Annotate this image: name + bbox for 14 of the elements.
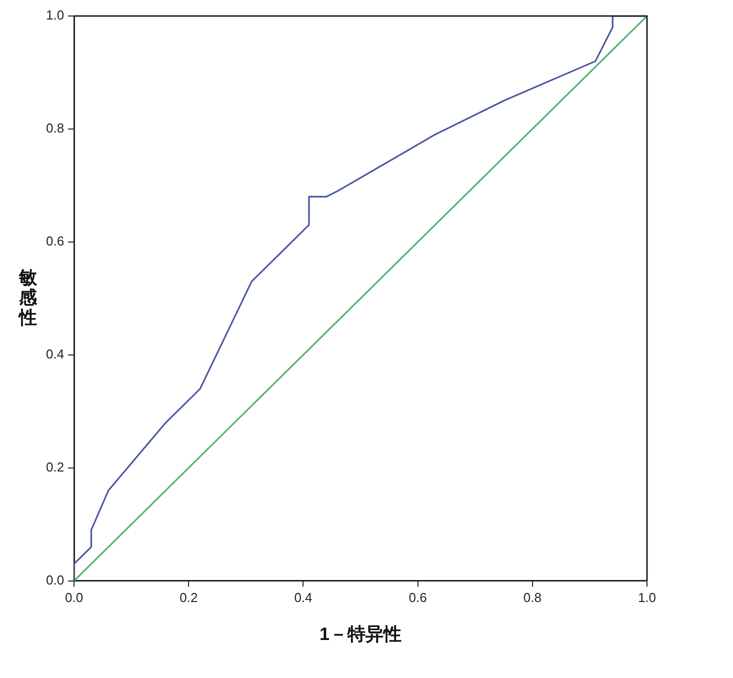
y-tick-label: 0.4 [46, 346, 64, 362]
x-tick-label: 0.4 [294, 590, 312, 606]
x-tick-label: 0.2 [180, 590, 198, 606]
x-tick-label: 0.8 [523, 590, 542, 606]
x-axis-title: 1－特异性 [320, 624, 402, 644]
y-tick-label: 0.2 [46, 459, 64, 474]
y-tick-label: 1.0 [46, 8, 64, 23]
y-tick-label: 0.0 [46, 572, 64, 588]
y-axis-title: 敏感性 [18, 267, 38, 328]
x-tick-label: 0.6 [408, 590, 427, 606]
x-tick-label: 0.0 [65, 590, 84, 606]
y-tick-label: 0.8 [46, 120, 64, 136]
x-tick-label: 1.0 [638, 590, 656, 606]
y-tick-label: 0.6 [46, 234, 64, 248]
